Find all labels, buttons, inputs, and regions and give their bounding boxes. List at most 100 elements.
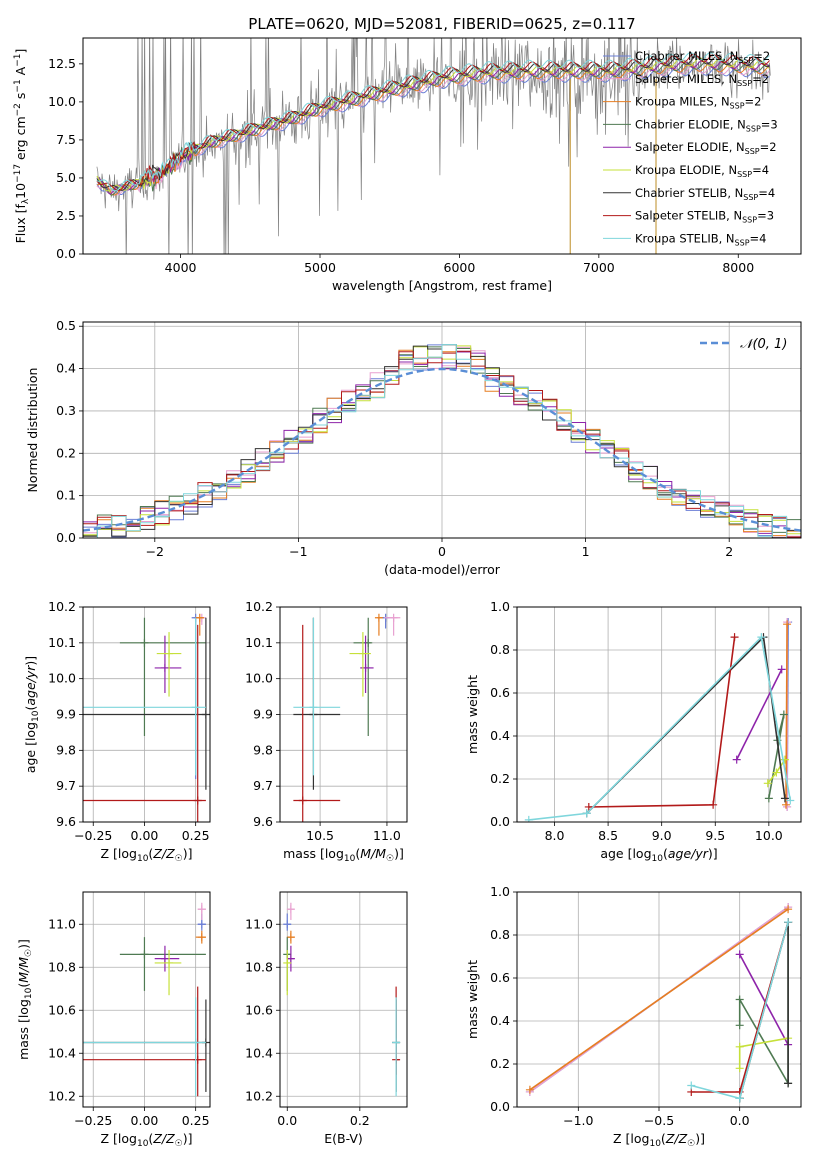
y-tick-label: 0.0 xyxy=(56,530,76,545)
y-tick-label: 9.9 xyxy=(56,707,76,722)
weight-marker xyxy=(735,1042,744,1051)
x-tick-label: 0.2 xyxy=(350,1113,370,1128)
label-part: =3 xyxy=(761,117,778,131)
label-part: −2 xyxy=(13,103,23,116)
label-part: Z [log xyxy=(613,1131,649,1146)
plot-area xyxy=(83,902,210,1097)
label-part: =2 xyxy=(760,140,777,154)
x-tick-label: 8.0 xyxy=(545,828,565,843)
plot-area xyxy=(524,618,795,822)
hist-salpeter-stelib xyxy=(83,350,801,538)
label-part: −17 xyxy=(13,164,23,183)
data-point xyxy=(197,905,206,914)
weight-marker xyxy=(687,1081,696,1090)
x-tick-label: 0.0 xyxy=(730,1113,750,1128)
x-axis-label: Z [log10(Z/Z☉)] xyxy=(101,1131,193,1149)
weight-marker xyxy=(772,768,781,777)
x-tick-label: 0.00 xyxy=(131,1113,159,1128)
model-chabrier-elodie xyxy=(96,61,770,196)
label-part: =4 xyxy=(758,186,775,200)
weight-marker xyxy=(784,918,793,927)
y-tick-label: 0.1 xyxy=(56,488,76,503)
y-tick-label: 9.8 xyxy=(253,742,273,757)
data-point xyxy=(309,703,318,712)
panel-weight-vs-age: 8.0 8.5 9.0 9.5 10.0 0.0 0.2 0.4 0.6 0.8 1.0 age [l… xyxy=(465,599,802,864)
x-tick-label: −2 xyxy=(146,544,164,559)
observed-spectrum xyxy=(96,38,771,254)
plot-area xyxy=(283,902,401,1097)
label-part: SSP xyxy=(730,102,745,111)
label-part: −1 xyxy=(13,79,23,92)
weight-marker xyxy=(784,1079,793,1088)
weight-marker xyxy=(525,1085,534,1094)
y-tick-label: 9.6 xyxy=(253,814,273,829)
axes-frame xyxy=(516,606,802,823)
data-point xyxy=(140,950,149,959)
legend-entry: Chabrier MILES, NSSP=2 xyxy=(635,49,770,65)
label-part: SSP xyxy=(735,238,750,247)
x-tick-label: −0.25 xyxy=(74,828,112,843)
weight-marker xyxy=(786,796,795,805)
data-point xyxy=(191,1038,200,1047)
data-point xyxy=(195,613,204,622)
label-part: Z [log xyxy=(101,1131,137,1146)
y-tick-label: 0.0 xyxy=(490,814,510,829)
y-axis-label: Flux [fλ10−17 erg cm−2 s−1 A−1] xyxy=(13,49,31,244)
weight-marker xyxy=(584,802,593,811)
label-part: SSP xyxy=(737,79,752,88)
model-kroupa-stelib xyxy=(96,52,770,192)
y-tick-label: 9.7 xyxy=(56,778,76,793)
y-tick-label: 2.5 xyxy=(56,208,76,223)
x-tick-label: −0.5 xyxy=(644,1113,674,1128)
y-tick-label: 10.4 xyxy=(245,1045,273,1060)
x-tick-label: 10.5 xyxy=(306,828,334,843)
label-part: Kroupa ELODIE, N xyxy=(635,163,737,177)
panel-age-vs-Z: −0.25 0.00 0.25 9.6 9.7 9.8 9.9 10.0 10.1 10.2 Z [… xyxy=(23,599,211,864)
y-tick-label: 10.0 xyxy=(48,94,76,109)
y-axis-label: mass weight xyxy=(465,675,480,754)
y-tick-label: 10.8 xyxy=(48,959,76,974)
label-part: )] xyxy=(183,846,193,861)
x-tick-label: 10.0 xyxy=(755,828,783,843)
y-tick-label: 0.4 xyxy=(490,728,510,743)
label-part: ( xyxy=(663,846,668,861)
label-part: ( xyxy=(23,706,38,711)
y-axis-label: mass [log10(M/M☉)] xyxy=(16,939,34,1060)
legend-entry: Salpeter ELODIE, NSSP=2 xyxy=(635,140,777,156)
weight-marker xyxy=(781,800,790,809)
data-point xyxy=(165,958,174,967)
data-point xyxy=(283,958,292,967)
y-tick-label: 1.0 xyxy=(490,599,510,614)
y-tick-label: 9.6 xyxy=(56,814,76,829)
weight-marker xyxy=(735,995,744,1004)
x-axis-label: (data-model)/error xyxy=(384,562,501,577)
weight-marker xyxy=(783,620,792,629)
data-point xyxy=(160,663,169,672)
label-part: ☉ xyxy=(687,1139,695,1149)
y-tick-label: 0.5 xyxy=(56,318,76,333)
label-part: Normed distribution xyxy=(25,368,40,493)
label-part: Z/Z xyxy=(152,1131,175,1146)
label-part: mass [log xyxy=(283,846,344,861)
x-axis-label: E(B-V) xyxy=(324,1131,363,1146)
weight-marker xyxy=(735,1021,744,1030)
figure-title: PLATE=0620, MJD=52081, FIBERID=0625, z=0… xyxy=(248,15,635,33)
label-part: age/yr xyxy=(668,846,709,861)
weight-line xyxy=(529,908,789,1091)
y-tick-label: 0.0 xyxy=(56,246,76,261)
label-part: =2 xyxy=(745,95,762,109)
data-point xyxy=(193,796,202,805)
weight-marker xyxy=(777,665,786,674)
x-tick-label: 2 xyxy=(725,544,733,559)
weight-marker xyxy=(735,1064,744,1073)
x-axis-label: mass [log10(M/M☉)] xyxy=(283,846,404,864)
label-part: E(B-V) xyxy=(324,1131,363,1146)
label-part: Z/Z xyxy=(152,846,175,861)
legend-entry: Kroupa MILES, NSSP=2 xyxy=(635,95,761,111)
x-axis-label: age [log10(age/yr)] xyxy=(600,846,717,864)
x-axis-label: wavelength [Angstrom, rest frame] xyxy=(332,278,552,293)
y-tick-label: 9.9 xyxy=(253,707,273,722)
y-tick-label: 0.2 xyxy=(490,771,510,786)
data-point xyxy=(286,933,295,942)
